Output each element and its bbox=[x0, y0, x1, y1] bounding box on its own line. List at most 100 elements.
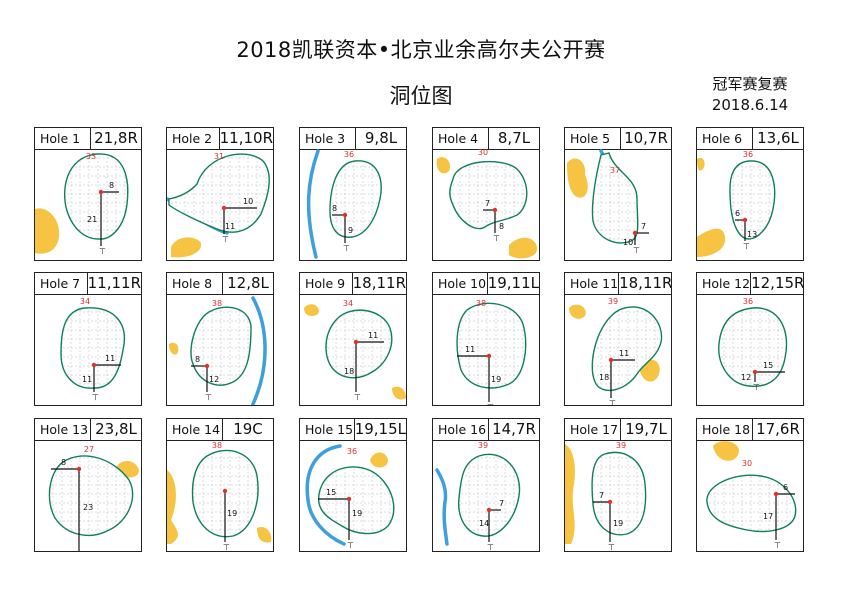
green-depth-label: 38 bbox=[212, 441, 222, 450]
hole-header: Hole 7 11,11R bbox=[35, 273, 141, 295]
hole-card: Hole 12 12,15R ⊤ 12 15 36 bbox=[696, 272, 804, 406]
green-diagram: ⊤ 19 7 39 bbox=[565, 441, 647, 551]
front-distance-label: 13 bbox=[747, 230, 757, 239]
hole-header: Hole 3 9,8L bbox=[300, 128, 406, 150]
bunker bbox=[257, 526, 272, 543]
tee-marker: ⊤ bbox=[609, 399, 616, 406]
green-outline bbox=[591, 306, 663, 392]
side-distance-label: 6 bbox=[783, 483, 788, 492]
pin-marker bbox=[222, 488, 228, 494]
green-fill bbox=[318, 466, 394, 534]
pin-marker bbox=[607, 499, 613, 505]
green-grid bbox=[729, 160, 775, 239]
side-distance-label: 8 bbox=[332, 204, 337, 213]
tee-marker: ⊤ bbox=[487, 543, 494, 552]
hole-name: Hole 5 bbox=[565, 128, 621, 149]
pin-position: 14,7R bbox=[492, 420, 536, 438]
tee-marker: ⊤ bbox=[343, 244, 350, 253]
bunker bbox=[392, 386, 406, 400]
pin-marker bbox=[76, 466, 82, 472]
page-title: 2018凯联资本•北京业余高尔夫公开赛 bbox=[236, 38, 606, 62]
green-outline bbox=[718, 307, 788, 387]
hole-name: Hole 9 bbox=[300, 273, 353, 294]
front-distance-label: 12 bbox=[741, 373, 751, 382]
round-label: 冠军赛复赛 bbox=[712, 75, 788, 93]
hole-name: Hole 8 bbox=[167, 273, 223, 294]
green-depth-label: 39 bbox=[608, 297, 618, 306]
pin-marker bbox=[91, 362, 97, 368]
front-distance-label: 19 bbox=[227, 509, 237, 518]
hole-header: Hole 5 10,7R bbox=[565, 128, 671, 150]
side-distance-label: 8 bbox=[109, 181, 114, 190]
side-distance-label: 15 bbox=[326, 488, 336, 497]
pin-marker bbox=[353, 339, 359, 345]
pin-position: 19,15L bbox=[354, 420, 406, 438]
green-outline bbox=[456, 302, 527, 389]
green-depth-label: 39 bbox=[616, 441, 626, 450]
pin-marker bbox=[342, 212, 348, 218]
green-outline bbox=[317, 466, 395, 535]
tee-marker: ⊤ bbox=[493, 234, 500, 243]
green-depth-label: 36 bbox=[743, 297, 753, 306]
pin-position: 18,11R bbox=[619, 274, 672, 292]
green-outline bbox=[48, 455, 134, 537]
green-depth-label: 30 bbox=[478, 149, 488, 157]
green-diagram: ⊤ 19 38 bbox=[167, 441, 272, 552]
hole-card: Hole 6 13,6L ⊤ 13 6 36 bbox=[696, 127, 804, 261]
tee-marker: ⊤ bbox=[223, 543, 230, 552]
green-fill bbox=[592, 153, 638, 243]
pin-marker bbox=[346, 496, 352, 502]
tee-marker: ⊤ bbox=[743, 242, 750, 251]
tee-marker: ⊤ bbox=[633, 246, 640, 255]
green-diagram: ⊤ 18 11 34 bbox=[304, 299, 406, 402]
water-hazard bbox=[435, 468, 449, 546]
hole-card: Hole 14 19C ⊤ 19 38 bbox=[166, 418, 274, 552]
hole-card: Hole 4 8,7L ⊤ 8 7 30 bbox=[432, 127, 540, 261]
side-distance-label: 11 bbox=[105, 354, 115, 363]
green-outline bbox=[706, 474, 797, 533]
bunker bbox=[35, 208, 60, 254]
green-diagram: ⊤ 21 8 33 bbox=[35, 152, 129, 256]
green-diagram: ⊤ 17 6 30 bbox=[706, 441, 797, 550]
green-outline bbox=[591, 152, 639, 244]
green-outline bbox=[329, 160, 382, 238]
hole-name: Hole 18 bbox=[697, 419, 753, 440]
bunker bbox=[509, 237, 537, 259]
side-distance-label: 7 bbox=[485, 199, 490, 208]
hole-card: Hole 17 19,7L ⊤ 19 7 39 bbox=[564, 418, 672, 552]
green-outline bbox=[729, 160, 776, 240]
green-diagram: ⊤ 19 11 38 bbox=[456, 299, 527, 406]
front-distance-label: 19 bbox=[491, 375, 501, 384]
green-diagram: ⊤ 13 6 36 bbox=[697, 150, 776, 257]
tee-marker: ⊤ bbox=[222, 235, 229, 244]
green-diagram: ⊤10 7 37 bbox=[567, 149, 649, 255]
hole-card: Hole 2 11,10R ⊤ 11 10 31 bbox=[166, 127, 274, 261]
pin-position: 13,6L bbox=[757, 129, 799, 147]
green-outline bbox=[325, 309, 393, 379]
hole-card: Hole 5 10,7R ⊤ 10 7 37 bbox=[564, 127, 672, 261]
pin-position: 11,11R bbox=[87, 274, 141, 292]
hole-name: Hole 1 bbox=[35, 128, 91, 149]
green-diagram: ⊤12 15 36 bbox=[718, 297, 788, 392]
green-diagram: ⊤ 18 11 39 bbox=[569, 297, 663, 406]
pin-position: 19,11L bbox=[487, 274, 539, 292]
front-distance-label: 9 bbox=[348, 226, 353, 235]
green-outline bbox=[191, 449, 259, 538]
bunker bbox=[167, 470, 178, 544]
water-hazard bbox=[305, 444, 346, 546]
bunker bbox=[569, 304, 586, 319]
green-depth-label: 36 bbox=[347, 447, 357, 456]
side-distance-label: 11 bbox=[465, 345, 475, 354]
green-depth-label: 30 bbox=[742, 459, 752, 468]
bunker bbox=[713, 441, 739, 461]
tee-marker: ⊤ bbox=[753, 383, 760, 392]
front-distance-label: 8 bbox=[499, 222, 504, 231]
pin-position: 9,8L bbox=[364, 129, 398, 147]
tee-marker: ⊤ bbox=[774, 541, 781, 550]
green-diagram: ⊤ 11 10 31 bbox=[167, 152, 270, 258]
green-outline bbox=[449, 160, 528, 230]
side-distance-label: 8 bbox=[61, 458, 66, 467]
tee-marker: ⊤ bbox=[487, 403, 494, 406]
green-depth-label: 38 bbox=[212, 299, 222, 308]
